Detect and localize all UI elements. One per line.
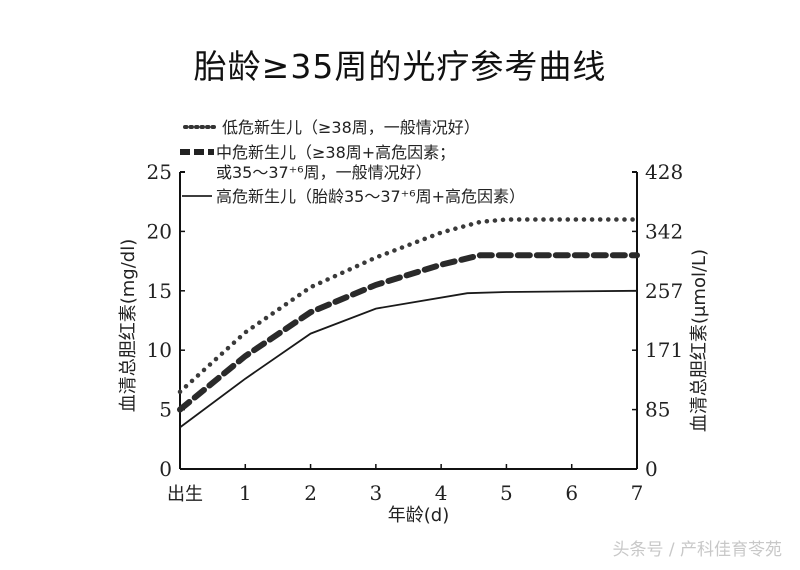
y-right-axis-label: 血清总胆红素(μmol/L) <box>689 249 710 432</box>
series-dotted-line <box>177 217 640 395</box>
x-tick-label: 2 <box>304 481 317 505</box>
y-axis-label: 血清总胆红素(mg/dl) <box>118 239 139 413</box>
y-tick-label: 10 <box>147 338 172 362</box>
legend-medium-risk: 中危新生儿（≥38周+高危因素； <box>216 143 455 162</box>
y-right-tick-label: 171 <box>645 338 683 362</box>
y-tick-label: 15 <box>147 279 172 303</box>
legend: 低危新生儿（≥38周，一般情况好） 中危新生儿（≥38周+高危因素； 或35～3… <box>180 118 525 206</box>
x-tick-label: 3 <box>369 481 382 505</box>
series-solid-line <box>179 289 638 429</box>
y-tick-label: 0 <box>159 457 172 481</box>
y-right-tick-label: 0 <box>645 457 658 481</box>
axes: 0 5 10 15 20 25 0 85 171 257 342 428 出生 1 2 3 4 5 6 7 年龄(d) 血… <box>118 160 710 526</box>
x-tick-label: 4 <box>435 481 448 505</box>
y-tick-label: 25 <box>147 160 172 184</box>
legend-medium-risk-cont: 或35～37⁺⁶周，一般情况好） <box>216 163 432 182</box>
series-dashed-line <box>177 252 640 413</box>
y-right-tick-label: 342 <box>645 219 683 243</box>
legend-low-risk: 低危新生儿（≥38周，一般情况好） <box>222 118 480 137</box>
x-tick-label: 7 <box>631 481 644 505</box>
x-tick-label: 出生 <box>167 484 203 505</box>
y-right-tick-label: 428 <box>645 160 683 184</box>
legend-high-risk: 高危新生儿（胎龄35～37⁺⁶周+高危因素） <box>216 187 525 206</box>
y-tick-label: 20 <box>147 219 172 243</box>
y-right-tick-label: 85 <box>645 398 670 422</box>
x-tick-label: 6 <box>565 481 578 505</box>
x-tick-label: 1 <box>239 481 252 505</box>
series-lines <box>177 217 640 429</box>
x-axis-label: 年龄(d) <box>388 505 449 526</box>
x-tick-label: 5 <box>500 481 513 505</box>
chart-title: 胎龄≥35周的光疗参考曲线 <box>193 47 607 86</box>
y-tick-label: 5 <box>159 398 172 422</box>
y-right-tick-label: 257 <box>645 279 683 303</box>
watermark: 头条号 / 产科佳育苓苑 <box>612 540 782 560</box>
